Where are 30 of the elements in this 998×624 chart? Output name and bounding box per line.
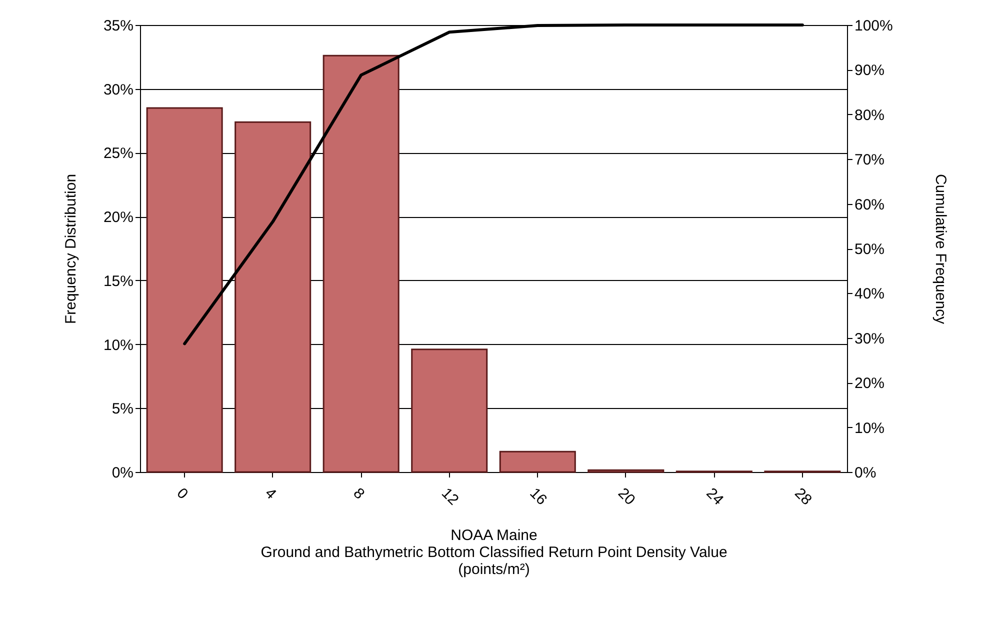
x-tick-label: 20 xyxy=(614,484,638,509)
y2-tick-label: 40% xyxy=(854,286,885,303)
x-tick-label: 28 xyxy=(791,484,815,509)
y2-axis-title: Cumulative Frequency xyxy=(932,174,949,325)
y-tick-label: 15% xyxy=(103,272,134,290)
y2-tick-label: 90% xyxy=(854,62,885,80)
y2-tick-label: 80% xyxy=(854,106,885,124)
y2-tick-label: 30% xyxy=(854,330,885,348)
y2-tick-label: 100% xyxy=(854,18,893,34)
x-tick-label: 8 xyxy=(350,484,368,503)
y-tick-label: 35% xyxy=(103,18,134,34)
x-axis-title: NOAA Maine Ground and Bathymetric Bottom Classified Return Point Density Value (points/m²) xyxy=(260,526,728,578)
y-tick-label: 0% xyxy=(112,464,134,482)
x-tick-label: 16 xyxy=(526,484,550,509)
y2-tick-label: 60% xyxy=(854,196,885,214)
x-tick-label: 12 xyxy=(438,484,462,509)
y-tick-label: 10% xyxy=(103,336,134,354)
y-axis-title: Frequency Distribution xyxy=(62,174,80,324)
y-tick-label: 30% xyxy=(103,81,134,98)
y-tick-label: 25% xyxy=(103,145,134,162)
x-tick-label: 0 xyxy=(173,484,192,503)
x-tick-label: 4 xyxy=(262,484,280,503)
x-tick-label: 24 xyxy=(702,484,727,509)
y-tick-label: 20% xyxy=(103,209,134,226)
y2-tick-label: 10% xyxy=(854,420,885,437)
y-tick-label: 5% xyxy=(112,400,134,418)
y2-tick-label: 20% xyxy=(854,375,885,392)
y2-tick-label: 70% xyxy=(854,152,885,169)
y2-tick-label: 0% xyxy=(854,464,876,482)
y2-tick-label: 50% xyxy=(854,241,885,258)
